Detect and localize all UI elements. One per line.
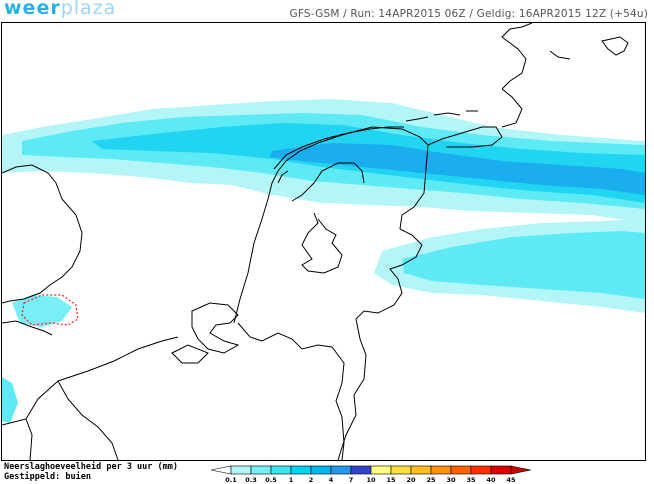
legend-tick-label: 0.5 [265,476,277,484]
precip-spot-southwest [2,377,18,423]
legend-tick-label: 0.1 [225,476,237,484]
legend-swatch-11 [430,465,452,475]
legend-tick-label: 0.3 [245,476,257,484]
precipitation-map[interactable] [1,22,646,461]
precip-band-medium-east [402,231,645,299]
legend-swatch-1 [230,465,252,475]
legend-swatch-5 [310,465,332,475]
shower-outline [21,294,79,326]
legend-tick-label: 2 [308,476,314,484]
legend-tick-label: 4 [328,476,334,484]
legend-swatch-4 [290,465,312,475]
legend-swatch-2 [250,465,272,475]
legend-swatch-3 [270,465,292,475]
legend-tick-label: 10 [366,476,376,484]
legend-tick-label: 20 [406,476,416,484]
legend-swatch-12 [450,465,472,475]
legend-tick-label: 35 [466,476,476,484]
legend-swatch-0 [210,465,232,475]
legend-swatch-6 [330,465,352,475]
legend-tick-label: 40 [486,476,496,484]
header: weerplaza GFS-GSM / Run: 14APR2015 06Z /… [0,0,654,22]
legend-swatch-8 [370,465,392,475]
map-canvas [2,23,645,460]
legend-tick-label: 45 [506,476,516,484]
legend-tick-label: 1 [288,476,294,484]
legend-title: Neerslaghoeveelheid per 3 uur (mm) [4,462,178,472]
legend-swatch-14 [490,465,512,475]
legend-swatch-10 [410,465,432,475]
coastlines [2,23,629,460]
precip-spot-west [38,135,50,149]
legend-swatch-9 [390,465,412,475]
precip-band-heavy [270,143,645,195]
legend-subtitle: Gestippeld: buien [4,472,91,482]
legend-tick-label: 7 [348,476,354,484]
legend-color-scale [210,465,532,475]
legend-swatch-7 [350,465,372,475]
run-info: GFS-GSM / Run: 14APR2015 06Z / Geldig: 1… [289,8,648,20]
weerplaza-logo[interactable]: weerplaza [4,0,116,19]
legend-tick-label: 15 [386,476,396,484]
legend-swatch-15 [510,465,532,475]
precip-spot-uk [12,295,72,327]
legend-swatch-13 [470,465,492,475]
legend-tick-label: 30 [446,476,456,484]
logo-accent: plaza [60,0,117,19]
logo-main: weer [4,0,61,19]
legend-tick-label: 25 [426,476,436,484]
